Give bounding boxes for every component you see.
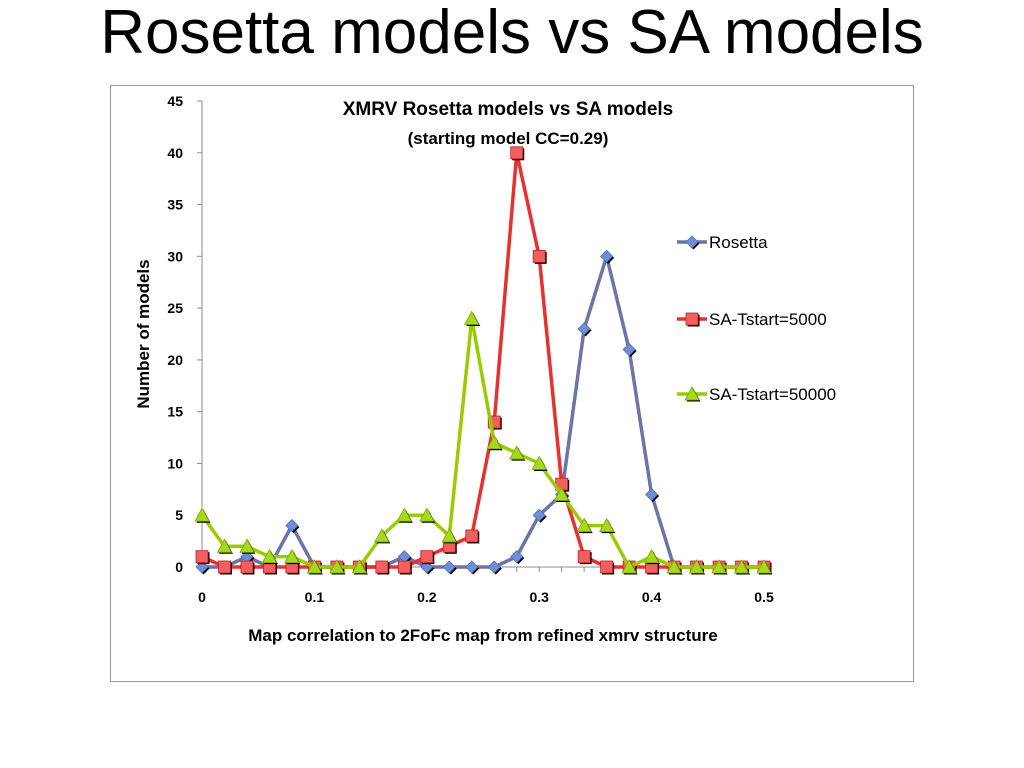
data-point-rosetta: [532, 508, 546, 522]
data-point-sa-tstart-50000: [261, 548, 278, 564]
data-point-sa-tstart-50000: [621, 559, 637, 574]
chart-frame: XMRV Rosetta models vs SA models (starti…: [110, 85, 914, 682]
data-point-sa-tstart-5000: [577, 550, 591, 564]
data-point-rosetta: [442, 560, 456, 574]
data-point-rosetta: [510, 550, 524, 564]
data-point-sa-tstart-50000: [756, 559, 772, 574]
data-point-rosetta: [600, 249, 614, 263]
y-tick-label: 35: [167, 197, 183, 213]
y-tick-label: 0: [175, 559, 183, 575]
data-point-sa-tstart-50000: [284, 548, 300, 564]
data-point-sa-tstart-50000: [576, 517, 592, 532]
data-point-sa-tstart-5000: [465, 529, 479, 543]
data-point-rosetta: [577, 322, 591, 336]
y-axis-label: Number of models: [134, 259, 153, 408]
slide-title: Rosetta models vs SA models: [100, 0, 924, 67]
data-point-sa-tstart-5000: [532, 249, 546, 263]
chart-title: XMRV Rosetta models vs SA models: [343, 99, 674, 120]
y-tick-label: 5: [175, 507, 183, 523]
data-point-sa-tstart-5000: [600, 560, 614, 574]
legend-label-sa-tstart-5000: SA-Tstart=5000: [709, 310, 827, 329]
data-point-sa-tstart-50000: [643, 548, 660, 564]
data-point-rosetta: [645, 487, 659, 502]
series-line-sa-tstart-5000: [201, 151, 764, 569]
y-tick-label: 20: [167, 352, 183, 368]
data-point-sa-tstart-50000: [464, 310, 480, 325]
legend: Rosetta SA-Tstart=5000 SA-Tstart=50000: [677, 233, 836, 404]
data-point-sa-tstart-50000: [216, 538, 233, 553]
data-point-sa-tstart-50000: [329, 559, 345, 574]
x-axis-label: Map correlation to 2FoFc map from refine…: [248, 626, 717, 645]
data-point-sa-tstart-5000: [397, 560, 411, 574]
data-point-sa-tstart-50000: [419, 507, 435, 522]
legend-label-sa-tstart-50000: SA-Tstart=50000: [709, 385, 836, 404]
data-point-sa-tstart-5000: [375, 560, 389, 574]
legend-label-rosetta: Rosetta: [709, 233, 768, 252]
series-sa-tstart-50000: [194, 310, 773, 575]
data-point-sa-tstart-50000: [239, 538, 255, 553]
data-point-sa-tstart-50000: [531, 455, 547, 470]
legend-marker-sa-tstart-5000: [685, 312, 699, 326]
x-tick-label: 0.1: [305, 589, 325, 605]
series-line-rosetta: [202, 254, 764, 569]
data-point-sa-tstart-50000: [711, 559, 727, 574]
data-point-sa-tstart-50000: [396, 507, 412, 522]
data-point-sa-tstart-5000: [218, 560, 231, 574]
y-tick-label: 25: [167, 300, 183, 316]
data-point-sa-tstart-50000: [598, 517, 615, 532]
data-point-sa-tstart-5000: [510, 146, 524, 160]
x-tick-label: 0.5: [754, 589, 774, 605]
data-point-sa-tstart-50000: [351, 559, 368, 574]
data-point-sa-tstart-50000: [306, 559, 323, 574]
data-point-sa-tstart-50000: [374, 528, 390, 543]
data-point-sa-tstart-5000: [420, 550, 434, 564]
series-layer: [194, 146, 773, 575]
data-point-sa-tstart-50000: [486, 434, 502, 450]
data-point-sa-tstart-50000: [733, 559, 750, 574]
data-point-rosetta: [285, 519, 299, 533]
data-point-sa-tstart-50000: [509, 445, 525, 460]
data-point-rosetta: [487, 560, 501, 574]
data-point-sa-tstart-5000: [195, 550, 209, 564]
y-tick-label: 10: [167, 455, 183, 471]
series-line-sa-tstart-50000: [200, 316, 764, 569]
data-point-rosetta: [622, 342, 636, 357]
data-point-sa-tstart-50000: [194, 507, 210, 522]
y-tick-label: 40: [167, 145, 183, 161]
legend-marker-rosetta: [685, 235, 699, 249]
x-tick-label: 0: [198, 589, 206, 605]
x-tick-label: 0.3: [529, 589, 549, 605]
data-point-sa-tstart-50000: [441, 528, 457, 543]
data-point-sa-tstart-50000: [688, 559, 705, 574]
data-point-sa-tstart-5000: [240, 560, 254, 574]
series-sa-tstart-5000: [195, 146, 772, 575]
data-point-sa-tstart-50000: [666, 559, 682, 574]
axes: 0 5 10 15 20 25 30 35 40 45 0 0.1 0.2 0.3 0.4 0.5: [167, 93, 774, 605]
legend-marker-sa-tstart-50000: [684, 386, 700, 401]
y-tick-label: 15: [167, 404, 183, 420]
x-tick-label: 0.4: [642, 589, 662, 605]
y-tick-label: 30: [167, 248, 183, 264]
series-rosetta: [195, 249, 772, 575]
x-tick-label: 0.2: [417, 589, 437, 605]
chart-subtitle: (starting model CC=0.29): [408, 129, 609, 148]
data-point-rosetta: [465, 560, 479, 574]
y-tick-label: 45: [167, 93, 183, 109]
data-point-sa-tstart-50000: [554, 486, 570, 501]
line-chart: XMRV Rosetta models vs SA models (starti…: [134, 93, 836, 645]
